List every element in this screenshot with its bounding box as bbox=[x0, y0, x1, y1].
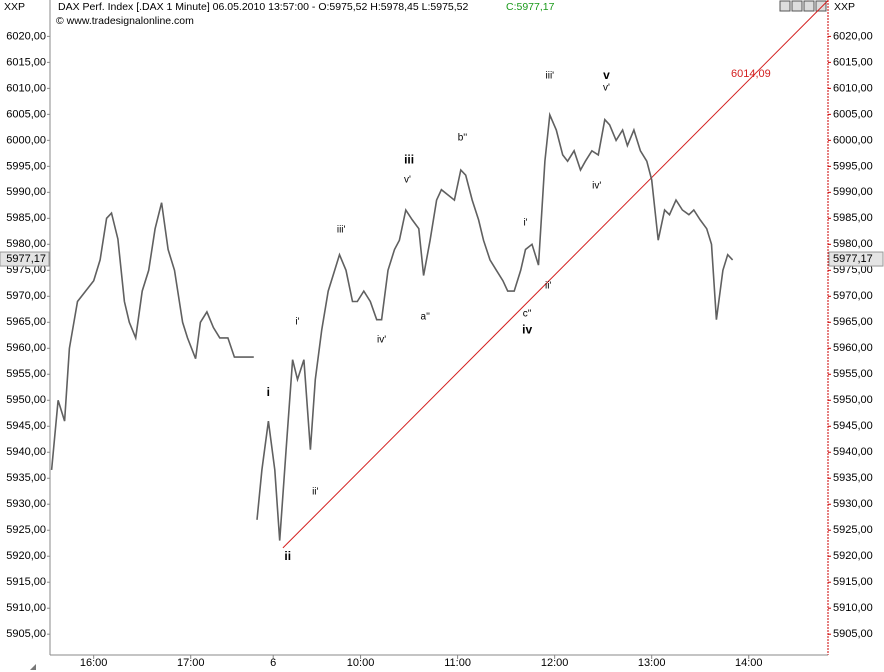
y-tick-label: 6000,00 bbox=[833, 134, 873, 146]
y-tick-label: 5910,00 bbox=[833, 602, 873, 614]
y-tick-label: 5980,00 bbox=[6, 238, 46, 250]
wave-label: iv' bbox=[592, 181, 601, 192]
wave-label: i' bbox=[523, 218, 527, 229]
y-tick-label: 6010,00 bbox=[833, 82, 873, 94]
y-tick-label: 5995,00 bbox=[833, 160, 873, 172]
y-tick-label: 5940,00 bbox=[833, 446, 873, 458]
y-tick-label: 5955,00 bbox=[6, 368, 46, 380]
y-tick-label: 5925,00 bbox=[6, 524, 46, 536]
y-tick-label: 5920,00 bbox=[833, 550, 873, 562]
y-tick-label: 6015,00 bbox=[6, 56, 46, 68]
y-tick-label: 5905,00 bbox=[6, 628, 46, 640]
y-tick-label: 5990,00 bbox=[6, 186, 46, 198]
wave-label: v bbox=[603, 68, 610, 82]
y-tick-label: 5975,00 bbox=[6, 264, 46, 276]
y-tick-label: 5920,00 bbox=[6, 550, 46, 562]
y-tick-label: 5935,00 bbox=[833, 472, 873, 484]
x-tick-label: 10:00 bbox=[347, 657, 375, 669]
wave-label: iii' bbox=[546, 71, 555, 82]
y-tick-label: 5925,00 bbox=[833, 524, 873, 536]
x-tick-label: 17:00 bbox=[177, 657, 205, 669]
wave-label: iii' bbox=[337, 224, 346, 235]
y-tick-label: 5955,00 bbox=[833, 368, 873, 380]
wave-label: b'' bbox=[458, 132, 467, 143]
wave-label: i bbox=[267, 385, 270, 399]
y-tick-label: 5915,00 bbox=[833, 576, 873, 588]
y-tick-label: 5950,00 bbox=[6, 394, 46, 406]
y-tick-label: 5990,00 bbox=[833, 186, 873, 198]
x-tick-label: 16:00 bbox=[80, 657, 108, 669]
wave-label: v' bbox=[603, 82, 610, 93]
last-price-tag bbox=[828, 251, 884, 267]
y-tick-label: 5985,00 bbox=[833, 212, 873, 224]
wave-label: ii' bbox=[312, 486, 318, 497]
wave-label: v' bbox=[404, 175, 411, 186]
y-tick-label: 6010,00 bbox=[6, 82, 46, 94]
trend-line bbox=[282, 0, 829, 549]
x-tick-label: 6 bbox=[270, 657, 276, 669]
y-tick-label: 5980,00 bbox=[833, 238, 873, 250]
last-price-label: 5977,17 bbox=[833, 253, 873, 265]
y-tick-label: 5975,00 bbox=[833, 264, 873, 276]
trend-label: 6014,09 bbox=[731, 68, 771, 80]
window-buttons[interactable] bbox=[779, 0, 827, 12]
wave-label: iv bbox=[522, 322, 532, 336]
wave-label: c'' bbox=[523, 309, 532, 320]
y-tick-label: 5960,00 bbox=[6, 342, 46, 354]
y-tick-label: 6020,00 bbox=[6, 30, 46, 42]
symbol: XXP bbox=[834, 1, 855, 13]
y-tick-label: 5940,00 bbox=[6, 446, 46, 458]
y-tick-label: 5930,00 bbox=[833, 498, 873, 510]
symbol: XXP bbox=[4, 1, 25, 13]
x-tick-label: 11:00 bbox=[444, 657, 471, 669]
y-tick-label: 5950,00 bbox=[833, 394, 873, 406]
price-line bbox=[50, 111, 734, 541]
y-tick-label: 5995,00 bbox=[6, 160, 46, 172]
wave-label: a'' bbox=[421, 312, 430, 323]
y-tick-label: 5935,00 bbox=[6, 472, 46, 484]
y-tick-label: 5970,00 bbox=[6, 290, 46, 302]
wave-label: ii bbox=[284, 549, 291, 563]
y-tick-label: 5985,00 bbox=[6, 212, 46, 224]
y-tick-label: 5960,00 bbox=[833, 342, 873, 354]
y-tick-label: 5930,00 bbox=[6, 498, 46, 510]
y-tick-label: 5965,00 bbox=[6, 316, 46, 328]
header-title: DAX Perf. Index [.DAX 1 Minute] 06.05.20… bbox=[58, 1, 469, 13]
y-tick-label: 5945,00 bbox=[833, 420, 873, 432]
wave-label: i' bbox=[295, 316, 299, 327]
y-tick-label: 6020,00 bbox=[833, 30, 873, 42]
copyright: © www.tradesignalonline.com bbox=[56, 15, 194, 27]
y-tick-label: 5965,00 bbox=[833, 316, 873, 328]
y-tick-label: 5970,00 bbox=[833, 290, 873, 302]
y-tick-label: 5905,00 bbox=[833, 628, 873, 640]
y-tick-label: 5910,00 bbox=[6, 602, 46, 614]
corner-icon bbox=[30, 664, 36, 670]
x-tick-label: 14:00 bbox=[735, 657, 763, 669]
x-tick-label: 12:00 bbox=[541, 657, 569, 669]
y-tick-label: 6005,00 bbox=[6, 108, 46, 120]
wave-label: ii' bbox=[545, 281, 551, 292]
y-tick-label: 6015,00 bbox=[833, 56, 873, 68]
header-close: C:5977,17 bbox=[506, 1, 555, 13]
x-tick-label: 13:00 bbox=[638, 657, 666, 669]
y-tick-label: 6000,00 bbox=[6, 134, 46, 146]
y-tick-label: 5915,00 bbox=[6, 576, 46, 588]
last-price-tag bbox=[0, 251, 50, 267]
wave-label: iii bbox=[404, 152, 414, 166]
y-tick-label: 5945,00 bbox=[6, 420, 46, 432]
wave-label: iv' bbox=[377, 335, 386, 346]
y-tick-label: 6005,00 bbox=[833, 108, 873, 120]
last-price-label: 5977,17 bbox=[6, 253, 46, 265]
